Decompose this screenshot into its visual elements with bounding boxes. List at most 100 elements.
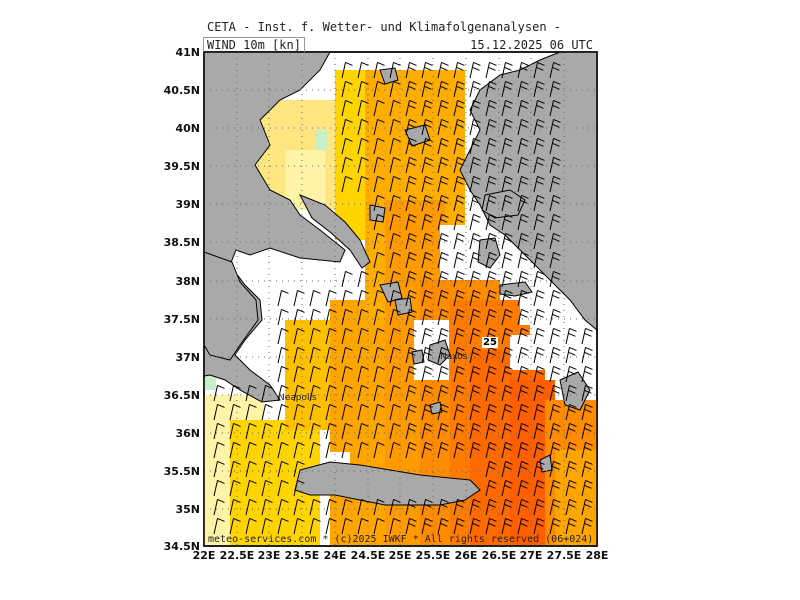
wind-barb [501,517,513,535]
wind-barb [245,498,257,516]
wind-barb [517,232,529,250]
variable-bracket [203,37,305,52]
wind-barb [581,327,593,345]
wind-barb [405,289,417,307]
wind-barb [453,308,465,326]
wind-barb [389,403,401,421]
wind-barb [373,99,385,117]
wind-barb [261,422,273,440]
wind-barb [533,479,545,497]
wind-barb [277,289,289,307]
wind-barb [389,137,401,155]
wind-barb [405,137,417,155]
wind-barb [357,384,369,402]
wind-barb [453,384,465,402]
wind-barb [485,80,497,98]
wind-barb [389,308,401,326]
wind-barb [325,384,337,402]
wind-barb [485,384,497,402]
wind-barb [373,422,385,440]
wind-barb [389,498,401,516]
wind-barb [405,99,417,117]
wind-barb [405,118,417,136]
wind-barb [469,213,481,231]
lon-label: 22.5E [219,549,255,562]
lat-label: 35.5N [163,465,200,478]
wind-barb [229,441,241,459]
wind-barb [405,422,417,440]
wind-barb [357,422,369,440]
wind-barb [421,99,433,117]
wind-barb [469,346,481,364]
wind-barb [373,118,385,136]
wind-barb [405,327,417,345]
lon-label: 22E [192,549,216,562]
wind-barb [453,441,465,459]
wind-barb [229,479,241,497]
wind-barb [533,365,545,383]
wind-barb [421,61,433,79]
wind-barb [453,137,465,155]
wind-barb [469,517,481,535]
wind-barb [357,137,369,155]
wind-barb [501,80,513,98]
wind-barb [277,384,289,402]
wind-barb [549,61,561,79]
wind-barb [421,270,433,288]
wind-barb [453,517,465,535]
wind-barb [437,403,449,421]
wind-barb [453,251,465,269]
lon-label: 25.5E [415,549,451,562]
wind-barb [277,441,289,459]
lon-label: 26.5E [481,549,517,562]
wind-barb [485,213,497,231]
wind-barb [309,308,321,326]
wind-barb [229,460,241,478]
wind-value-badge: 25 [482,337,498,348]
wind-barb [517,365,529,383]
wind-barb [549,175,561,193]
wind-barb [389,346,401,364]
wind-barb [549,289,561,307]
wind-barb [581,460,593,478]
wind-barb [437,251,449,269]
wind-barb [293,498,305,516]
wind-barb [517,156,529,174]
wind-barb [501,422,513,440]
wind-barb [373,517,385,535]
wind-barb [453,365,465,383]
wind-barb [341,308,353,326]
wind-barb [293,346,305,364]
wind-barb [293,289,305,307]
wind-barb [373,80,385,98]
wind-barb [501,213,513,231]
wind-barb [501,175,513,193]
wind-barb [501,384,513,402]
wind-barb [357,156,369,174]
wind-barb [549,460,561,478]
wind-barb [453,232,465,250]
wind-barb [533,498,545,516]
wind-barb [485,118,497,136]
wind-barb [549,80,561,98]
wind-barb [437,270,449,288]
wind-barb [293,308,305,326]
wind-barb [533,403,545,421]
wind-barb [389,61,401,79]
wind-barb [501,498,513,516]
wind-barb [341,61,353,79]
wind-barb [517,308,529,326]
wind-barb [325,517,337,535]
wind-barb [437,517,449,535]
wind-barb [373,137,385,155]
wind-barb [277,346,289,364]
lat-label: 36N [175,427,200,440]
wind-barb [309,498,321,516]
wind-barb [533,251,545,269]
wind-barb [469,99,481,117]
wind-barb [357,327,369,345]
wind-barb [581,384,593,402]
wind-barb [437,327,449,345]
wind-barb [421,346,433,364]
lon-label: 23E [257,549,281,562]
